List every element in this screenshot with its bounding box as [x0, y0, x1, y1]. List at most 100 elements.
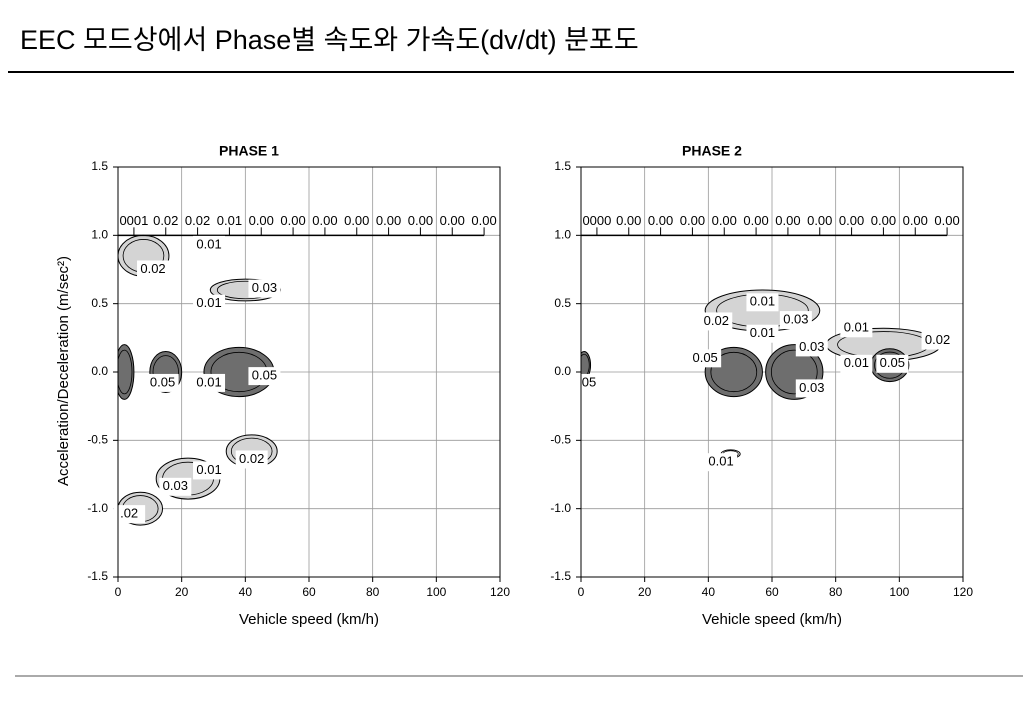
contour-label: 0.05: [692, 350, 717, 365]
label-bg: [235, 450, 268, 469]
contour-label: 0.05: [252, 368, 277, 383]
top-row-label: 0.00: [807, 213, 832, 228]
y-tick-label: 0.0: [91, 364, 108, 378]
label-bg: [746, 293, 779, 312]
label-bg: [193, 294, 226, 313]
top-row-label: 0.00: [344, 213, 369, 228]
x-tick-label: 20: [175, 585, 189, 599]
top-row-label: 0.00: [903, 213, 928, 228]
top-row-label: 0.00: [280, 213, 305, 228]
y-tick-label: 1.0: [91, 228, 108, 242]
top-row-label: 0.00: [408, 213, 433, 228]
x-tick-label: 60: [302, 585, 316, 599]
label-bg: [876, 354, 909, 373]
top-row-label: 0001: [119, 213, 148, 228]
y-tick-label: 1.0: [554, 228, 571, 242]
plot: 0 20 40 60 80 100 120 -1.5 -1.0 -0.5 0.0 0.5 1.0 1.5 0…: [55, 143, 510, 628]
chart-title: PHASE 2: [682, 143, 742, 159]
label-bg: [248, 279, 281, 298]
contour-label: 0.03: [163, 478, 188, 493]
x-tick-label: 100: [889, 585, 909, 599]
contour-label: 05: [582, 374, 596, 389]
top-row-label: 0.00: [648, 213, 673, 228]
y-tick-label: -1.0: [550, 501, 571, 515]
label-bg: [795, 379, 828, 398]
contour-label: 0.01: [196, 462, 221, 477]
top-row-label: 0.00: [775, 213, 800, 228]
y-tick-label: -1.5: [550, 569, 571, 583]
y-tick-label: 1.5: [554, 159, 571, 173]
label-bg: [840, 354, 873, 373]
label-bg: [137, 260, 170, 279]
contour-label: 0.01: [196, 374, 221, 389]
top-row-label: 0.00: [712, 213, 737, 228]
x-tick-label: 60: [765, 585, 779, 599]
x-tick-label: 120: [490, 585, 510, 599]
contour-label: 0.03: [252, 280, 277, 295]
contour-label: 0.01: [196, 236, 221, 251]
label-bg: [689, 349, 722, 368]
x-tick-label: 80: [829, 585, 843, 599]
label-bg: [795, 338, 828, 357]
label-bg: [113, 505, 146, 524]
x-axis-label: Vehicle speed (km/h): [239, 611, 379, 628]
y-tick-label: 1.5: [91, 159, 108, 173]
top-row-label: 0.00: [312, 213, 337, 228]
top-row-label: 0.00: [743, 213, 768, 228]
contour-label: 0.02: [925, 332, 950, 347]
y-tick-label: 0.0: [554, 364, 571, 378]
contour-label: .02: [120, 506, 138, 521]
top-row-label: 0.02: [185, 213, 210, 228]
contour-label: 0.01: [750, 325, 775, 340]
y-tick-label: -1.0: [87, 501, 108, 515]
label-bg: [840, 319, 873, 338]
label-bg: [248, 367, 281, 386]
label-bg: [193, 373, 226, 392]
label-bg: [159, 477, 192, 496]
label-bg: [193, 235, 226, 254]
top-row-label: 0000: [582, 213, 611, 228]
label-bg: [746, 324, 779, 343]
x-tick-label: 20: [638, 585, 652, 599]
label-bg: [705, 453, 738, 472]
contour-label: 0.02: [704, 313, 729, 328]
top-row-label: 0.00: [616, 213, 641, 228]
y-tick-label: 0.5: [91, 296, 108, 310]
x-tick-label: 100: [426, 585, 446, 599]
top-row-label: 0.00: [440, 213, 465, 228]
x-tick-label: 40: [702, 585, 716, 599]
contour-regions: [581, 289, 942, 459]
top-row-label: 0.01: [217, 213, 242, 228]
contour-label: 0.01: [708, 454, 733, 469]
plot-frame: [117, 166, 501, 578]
y-tick-label: 0.5: [554, 296, 571, 310]
x-tick-label: 80: [366, 585, 380, 599]
label-bg: [921, 331, 954, 350]
x-axis-label: Vehicle speed (km/h): [702, 611, 842, 628]
top-row-label: 0.00: [249, 213, 274, 228]
top-row-label: 0.00: [871, 213, 896, 228]
contour-label: 0.01: [844, 320, 869, 335]
contour-label: 0.05: [880, 355, 905, 370]
contour-label: 0.01: [196, 295, 221, 310]
y-tick-label: -0.5: [87, 433, 108, 447]
label-bg: [779, 311, 812, 330]
top-row-label: 0.00: [934, 213, 959, 228]
contour-line: [118, 349, 133, 395]
top-row-label: 0.02: [153, 213, 178, 228]
contour-label: 0.03: [799, 380, 824, 395]
y-axis-label: Acceleration/Deceleration (m/sec²): [55, 256, 72, 486]
contour-label: 0.03: [799, 339, 824, 354]
contour-label: 0.03: [783, 312, 808, 327]
slide-title: EEC 모드상에서 Phase별 속도와 가속도(dv/dt) 분포도: [20, 25, 639, 55]
top-row-label: 0.00: [376, 213, 401, 228]
x-tick-label: 120: [953, 585, 973, 599]
label-bg: [146, 373, 179, 392]
x-tick-label: 40: [239, 585, 253, 599]
contour-label: 0.05: [150, 374, 175, 389]
top-row-label: 0.00: [471, 213, 496, 228]
contour-label: 0.02: [239, 451, 264, 466]
contour-label: 0.01: [844, 355, 869, 370]
x-tick-label: 0: [115, 585, 122, 599]
